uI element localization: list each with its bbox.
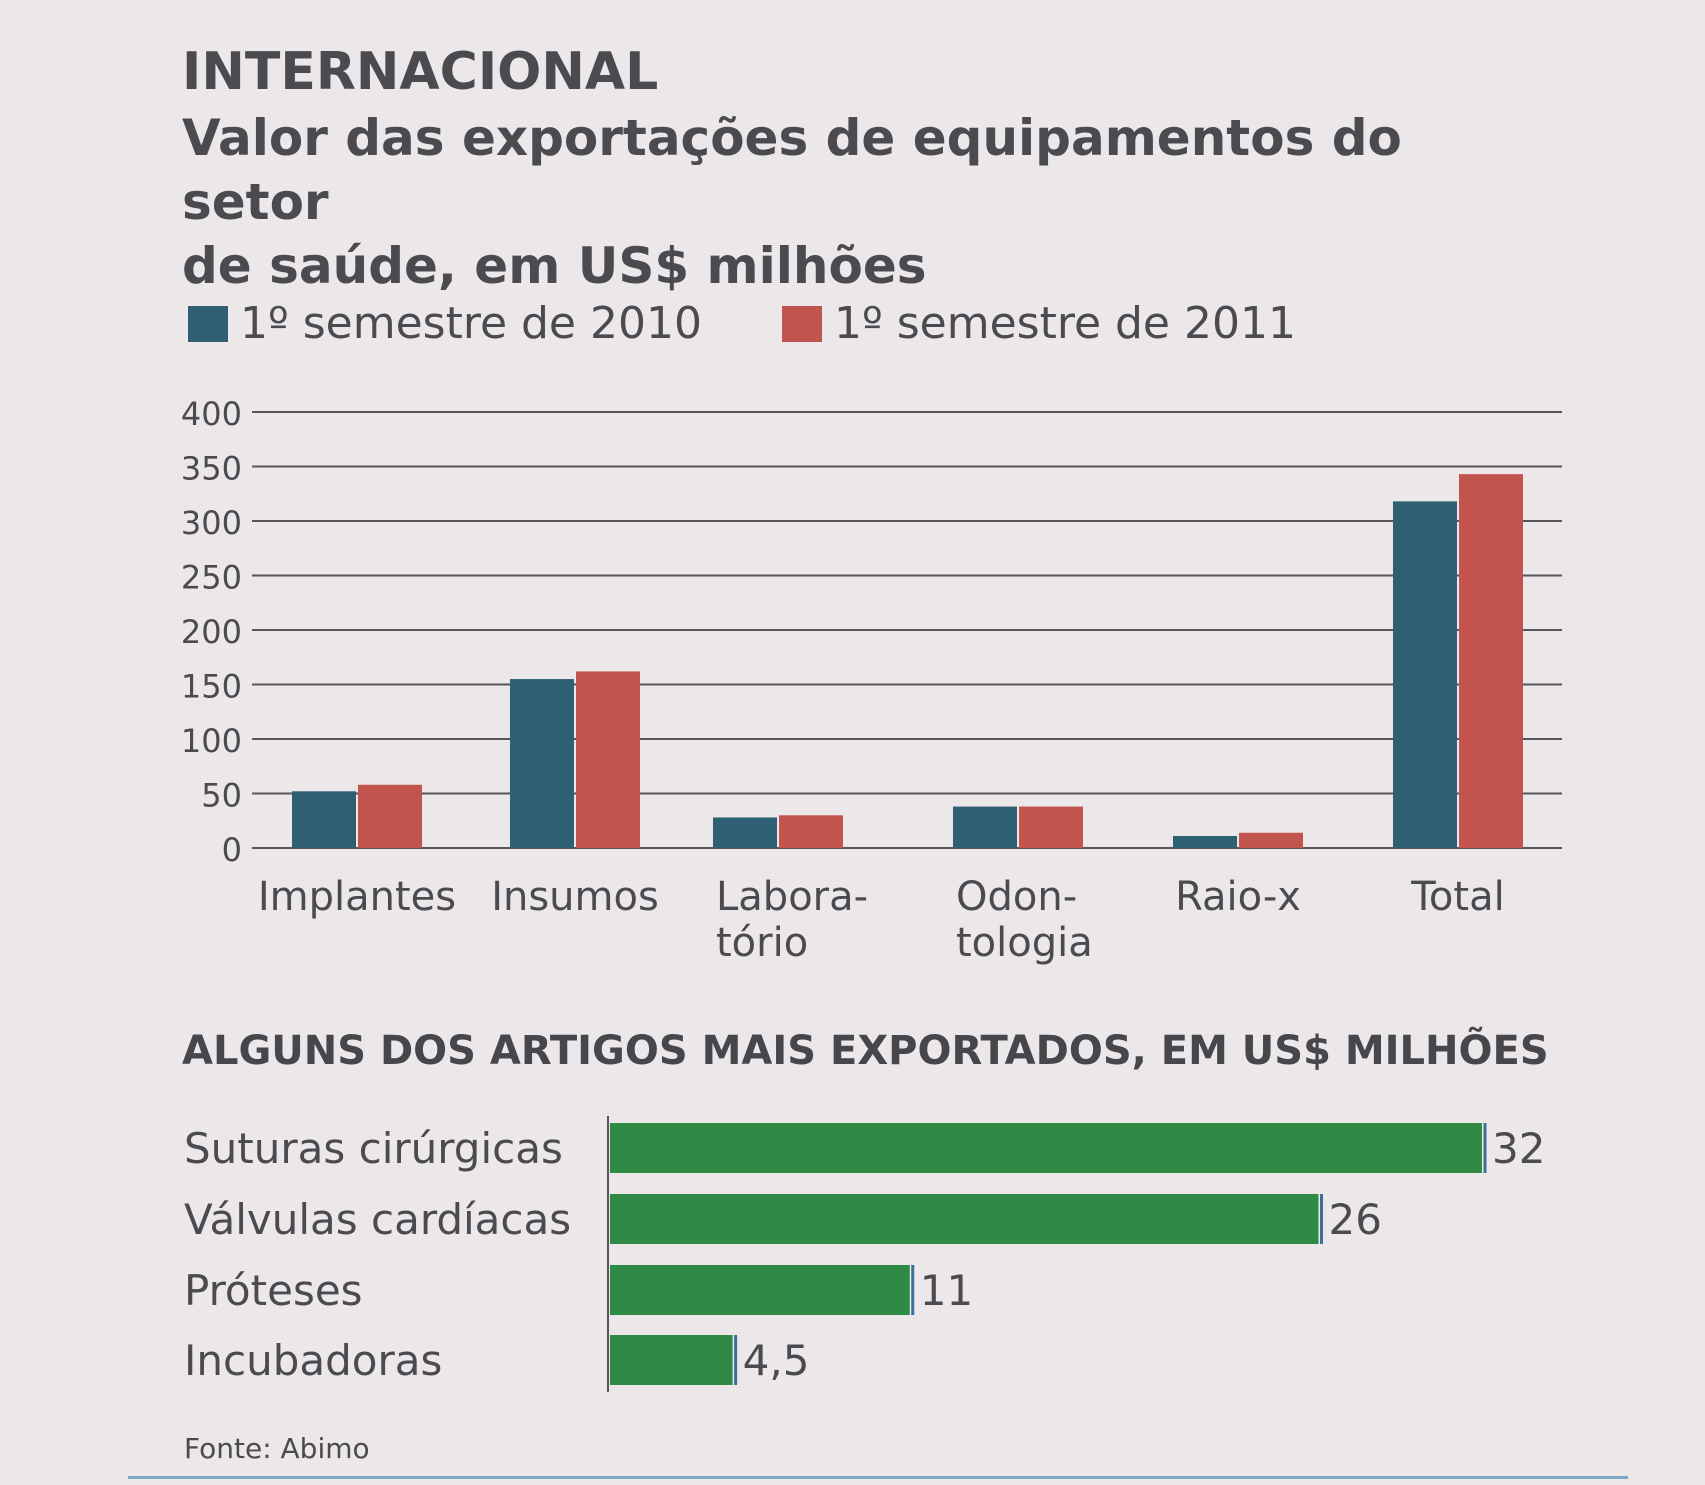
legend-swatch-2011 <box>782 305 822 342</box>
hbar-bar <box>610 1123 1482 1173</box>
y-tick-label: 100 <box>181 722 242 760</box>
bar-2010 <box>713 817 777 848</box>
hbar-value-label: 26 <box>1329 1195 1382 1244</box>
legend-swatch-2010 <box>188 305 228 342</box>
bar-2011 <box>1239 832 1303 848</box>
hbar-category-label: Válvulas cardíacas <box>184 1195 571 1244</box>
section-title: INTERNACIONAL <box>182 42 659 102</box>
y-tick-label: 0 <box>222 831 242 869</box>
bar-2010 <box>1173 836 1237 848</box>
x-tick-label: Odon-tologia <box>956 874 1093 966</box>
legend-item-2011: 1º semestre de 2011 <box>782 298 1296 349</box>
x-tick-label: Labora-tório <box>716 874 868 966</box>
y-tick-label: 350 <box>181 450 242 488</box>
hbar-value-label: 32 <box>1492 1124 1545 1173</box>
y-tick-label: 150 <box>181 668 242 706</box>
x-tick-label: Implantes <box>258 874 456 920</box>
bar-2010 <box>292 791 356 848</box>
y-tick-label: 50 <box>201 777 242 815</box>
source-note: Fonte: Abimo <box>184 1432 370 1465</box>
hbar-bar <box>610 1265 910 1315</box>
x-tick-label: Total <box>1410 874 1504 920</box>
hbar-category-label: Próteses <box>184 1266 363 1315</box>
legend-label-2011: 1º semestre de 2011 <box>834 298 1296 349</box>
hbar-category-label: Suturas cirúrgicas <box>184 1124 563 1173</box>
x-tick-label: Raio-x <box>1175 874 1301 920</box>
legend-item-2010: 1º semestre de 2010 <box>188 298 702 349</box>
bar-2010 <box>953 806 1017 848</box>
hbar-value-label: 11 <box>920 1266 973 1315</box>
bar-2010 <box>1393 501 1457 848</box>
x-tick-label: Insumos <box>491 874 659 920</box>
bar-2011 <box>1459 474 1523 848</box>
y-tick-label: 300 <box>181 504 242 542</box>
bar-2011 <box>576 671 640 848</box>
header: INTERNACIONAL Valor das exportações de e… <box>182 42 1632 298</box>
grouped-bar-chart: 0 50 100 150 200 250 300 350 400 Implantes Insumos… <box>181 395 1562 966</box>
hbar-value-label: 4,5 <box>743 1336 810 1385</box>
legend-label-2010: 1º semestre de 2010 <box>240 298 702 349</box>
hbar-chart-title: ALGUNS DOS ARTIGOS MAIS EXPORTADOS, EM U… <box>182 1028 1549 1074</box>
bar-2011 <box>358 784 422 848</box>
hbar-bar <box>610 1335 733 1385</box>
y-tick-label: 400 <box>181 395 242 433</box>
divider <box>128 1476 1628 1479</box>
bar-2011 <box>779 815 843 848</box>
chart-title: Valor das exportações de equipamentos do… <box>182 109 1402 295</box>
y-tick-label: 200 <box>181 613 242 651</box>
hbar-category-label: Incubadoras <box>184 1336 442 1385</box>
y-tick-label: 250 <box>181 559 242 597</box>
hbar-bar <box>610 1194 1319 1244</box>
bar-2010 <box>510 679 574 848</box>
bar-2011 <box>1019 806 1083 848</box>
